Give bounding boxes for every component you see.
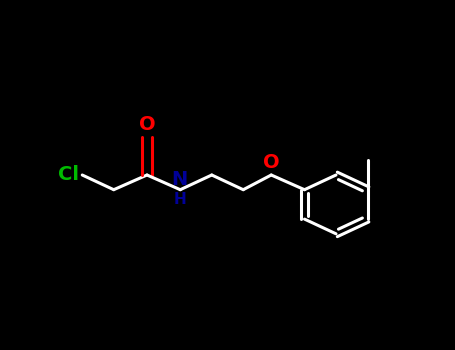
Text: H: H	[173, 193, 186, 208]
Text: O: O	[139, 115, 155, 134]
Text: O: O	[263, 153, 279, 172]
Text: N: N	[172, 170, 187, 189]
Text: Cl: Cl	[58, 166, 80, 184]
